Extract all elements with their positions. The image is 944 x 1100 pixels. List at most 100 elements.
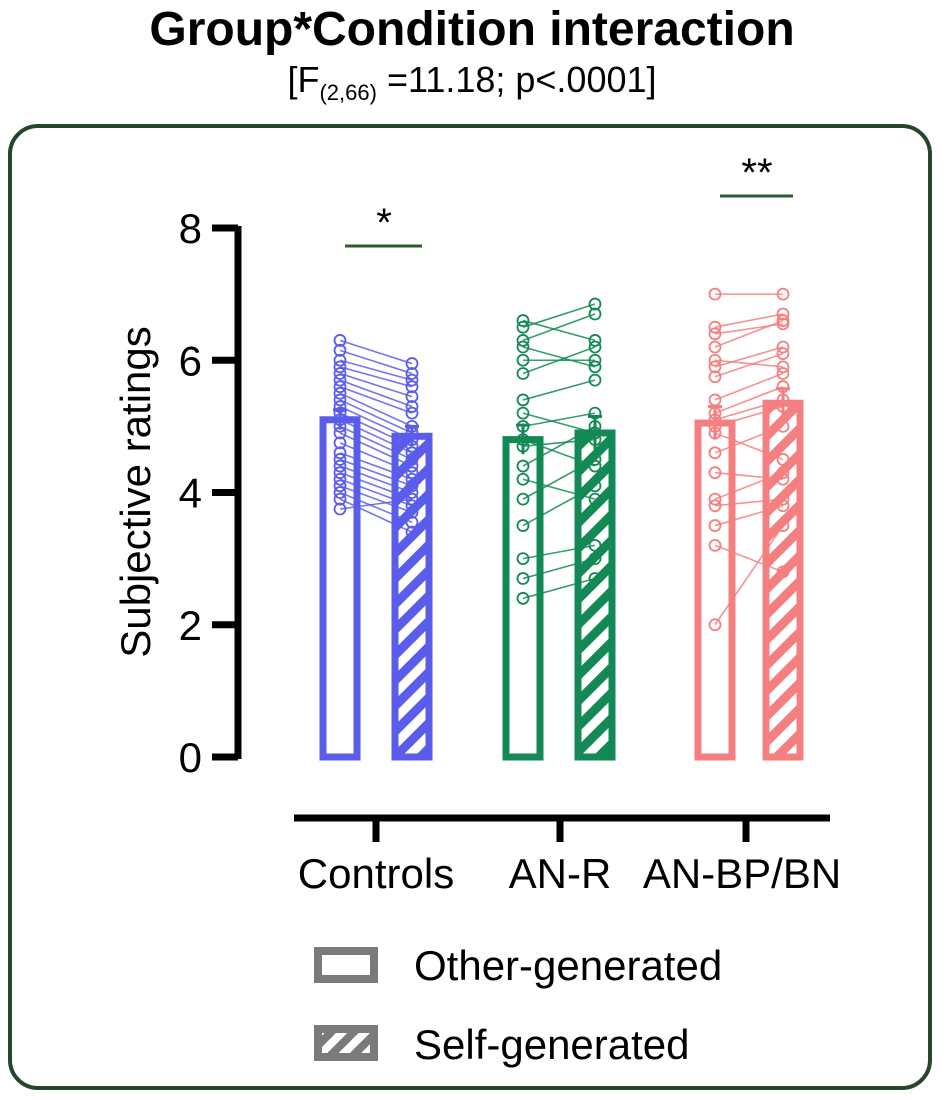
subject-point-controls-self [405, 505, 419, 519]
subject-line-an-r [522, 303, 596, 328]
subject-point-controls-other [333, 486, 347, 499]
subject-point-controls-other [333, 393, 347, 407]
subject-point-controls-other [333, 334, 347, 347]
chart-subtitle: [F(2,66) =11.18; p<.0001] [0, 58, 944, 115]
subject-point-an-bp-bn-self [776, 317, 790, 331]
subject-line-controls [339, 491, 413, 523]
subject-point-an-r-other [516, 340, 530, 354]
subject-point-an-r-self [588, 360, 602, 374]
subject-point-an-r-other [516, 334, 530, 347]
subject-point-an-bp-bn-self [776, 499, 790, 513]
subject-point-an-r-other [516, 406, 530, 420]
subject-line-controls [339, 425, 413, 461]
subject-line-an-r [522, 412, 596, 428]
subject-point-an-bp-bn-self [776, 565, 790, 579]
subject-line-an-r [522, 485, 596, 527]
subject-line-an-bp-bn [714, 432, 784, 461]
subject-point-an-bp-bn-self [776, 347, 790, 361]
subject-line-controls [339, 379, 413, 408]
subject-line-controls [339, 412, 413, 447]
bar-an-bp-bn-self-generated [762, 399, 804, 761]
subject-point-controls-other [333, 353, 347, 367]
subject-point-controls-self [405, 525, 419, 539]
subject-point-an-r-other [516, 314, 530, 327]
subject-point-controls-self [405, 400, 419, 413]
subject-line-an-bp-bn [714, 405, 784, 428]
subject-point-an-r-self [588, 340, 602, 354]
subject-point-an-bp-bn-other [708, 446, 722, 460]
subject-point-controls-self [405, 357, 419, 370]
subject-line-controls [339, 442, 413, 474]
subject-line-an-bp-bn [714, 313, 784, 328]
subject-point-an-r-self [588, 334, 602, 347]
subject-point-an-bp-bn-self [776, 466, 790, 480]
subject-point-controls-self [405, 499, 419, 513]
subject-point-an-bp-bn-other [708, 287, 722, 301]
subject-line-controls [339, 471, 413, 500]
subject-point-an-bp-bn-self [776, 287, 790, 301]
subject-line-an-bp-bn [714, 544, 784, 573]
subject-point-an-r-self [588, 459, 602, 473]
subject-point-controls-self [405, 380, 419, 394]
subject-point-an-r-other [516, 572, 530, 585]
subject-line-an-bp-bn [714, 399, 784, 421]
subject-line-an-bp-bn [714, 504, 784, 527]
subject-point-an-r-self [588, 492, 602, 506]
subject-point-an-bp-bn-self [776, 314, 790, 327]
subject-point-an-bp-bn-other [708, 618, 722, 632]
subject-point-an-r-self [588, 572, 602, 585]
subject-point-an-r-other [516, 591, 530, 605]
subject-point-controls-self [405, 486, 419, 499]
subject-point-an-r-self [588, 479, 602, 493]
subject-point-an-bp-bn-self [776, 367, 790, 380]
y-axis-label: Subjective ratings [112, 326, 159, 658]
subject-point-an-r-self [588, 453, 602, 466]
significance-label-an-bp-bn: ** [741, 151, 772, 195]
y-tick-label: 6 [179, 337, 202, 384]
subject-point-controls-self [405, 373, 419, 387]
subject-point-controls-other [333, 466, 347, 480]
subject-point-controls-other [333, 436, 347, 450]
legend-label-other: Other-generated [414, 942, 722, 989]
subject-point-an-r-other [516, 353, 530, 367]
category-label-an-r: AN-R [509, 850, 612, 897]
subject-line-an-r [522, 478, 596, 500]
category-label-an-bp-bn: AN-BP/BN [643, 850, 841, 897]
y-tick-label: 4 [179, 470, 202, 517]
subject-point-an-bp-bn-other [708, 327, 722, 341]
y-tick-label: 2 [179, 602, 202, 649]
subject-point-controls-other [333, 492, 347, 506]
subject-line-an-r [522, 458, 596, 500]
subject-point-controls-other [333, 479, 347, 493]
subject-line-controls [339, 465, 413, 494]
subject-line-an-r [522, 313, 596, 342]
error-bars [333, 387, 790, 455]
subject-line-an-bp-bn [714, 471, 784, 500]
subject-line-an-r [522, 346, 596, 375]
legend-swatch-other [314, 947, 378, 983]
subject-line-controls [339, 372, 413, 398]
subject-point-controls-self [405, 472, 419, 486]
subject-line-an-r [522, 438, 596, 467]
legend-label-self: Self-generated [414, 1021, 690, 1068]
significance-label-controls: * [376, 201, 392, 245]
subject-point-an-r-self [588, 373, 602, 387]
subject-point-controls-self [405, 492, 419, 506]
subject-point-an-bp-bn-self [776, 307, 790, 321]
subject-point-an-bp-bn-other [708, 519, 722, 532]
subject-line-an-bp-bn [714, 525, 784, 626]
subject-point-an-bp-bn-self [776, 492, 790, 506]
subtitle-prefix: [F [287, 59, 320, 100]
subject-point-an-bp-bn-self [776, 419, 790, 433]
axes: 0 2 4 6 8 [179, 205, 242, 781]
subject-point-an-bp-bn-other [708, 370, 722, 384]
subject-point-controls-other [333, 343, 347, 357]
subject-point-controls-other [333, 367, 347, 380]
subject-point-an-bp-bn-self [776, 360, 790, 374]
subject-line-controls [339, 392, 413, 428]
y-tick-label: 8 [179, 205, 202, 252]
subject-point-controls-other [333, 446, 347, 460]
subject-point-an-r-self [588, 539, 602, 552]
subject-point-an-bp-bn-self [776, 453, 790, 466]
subject-point-an-bp-bn-other [708, 466, 722, 480]
